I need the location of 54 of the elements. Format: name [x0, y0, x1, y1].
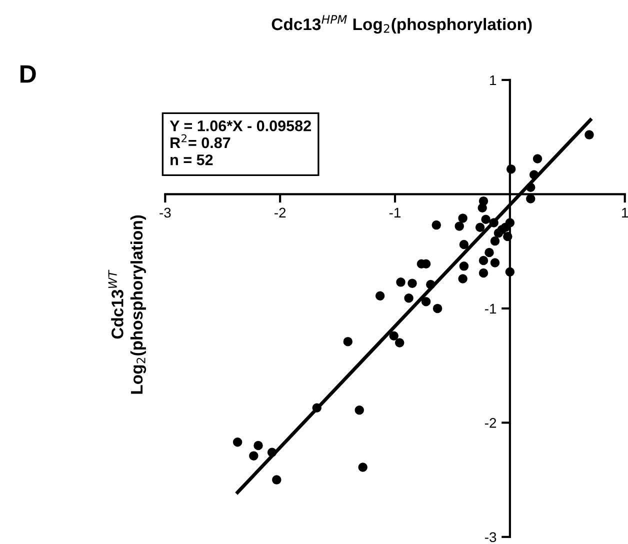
point [404, 294, 414, 303]
point [526, 182, 536, 192]
point [584, 130, 594, 140]
x-tick-label: -1 [389, 208, 401, 218]
text: Cdc13$^{WT}$ Log$_{2}$(phosphorylation) [108, 215, 146, 394]
point [358, 462, 368, 472]
point [490, 258, 500, 268]
point [254, 440, 263, 450]
point [526, 194, 536, 204]
point [459, 240, 469, 250]
annotation: Y = 1.06*X - 0.09582 R$^{2}$= 0.87 n = 52 [170, 120, 311, 166]
point [389, 331, 398, 340]
point [232, 437, 242, 447]
point [478, 268, 488, 278]
point [432, 220, 442, 230]
point [478, 203, 487, 213]
point [459, 262, 469, 271]
point [432, 304, 442, 314]
y-tick-label: -3 [485, 532, 496, 542]
point [354, 406, 364, 415]
chart-title: Cdc13$^{HPM}$ Log$_{2}$(phosphorylation) [272, 15, 532, 34]
y-tick-label: -2 [485, 418, 496, 428]
y-tick-label: -1 [485, 304, 496, 314]
point [489, 218, 498, 228]
point [375, 291, 385, 301]
x-tick-label: -2 [274, 208, 286, 218]
point [249, 451, 258, 460]
point [396, 278, 406, 287]
point [503, 232, 512, 242]
x-tick-label: 1 [622, 208, 628, 218]
x-tick-label: -3 [160, 208, 171, 218]
point [494, 228, 504, 238]
point [532, 154, 542, 164]
point [312, 403, 322, 412]
y-tick-label: 1 [490, 75, 496, 85]
point [478, 256, 488, 266]
point [475, 222, 485, 232]
point [394, 338, 404, 348]
point [408, 278, 417, 288]
point [458, 214, 468, 223]
point [454, 222, 464, 231]
point [490, 236, 500, 246]
point [506, 164, 516, 174]
point [481, 214, 490, 224]
point [505, 267, 515, 277]
point [426, 280, 436, 290]
point [458, 274, 468, 284]
point [343, 336, 353, 346]
point [529, 170, 539, 180]
text: D [20, 65, 36, 83]
point [272, 475, 282, 484]
point [484, 248, 494, 258]
point [267, 448, 277, 458]
point [421, 296, 431, 306]
